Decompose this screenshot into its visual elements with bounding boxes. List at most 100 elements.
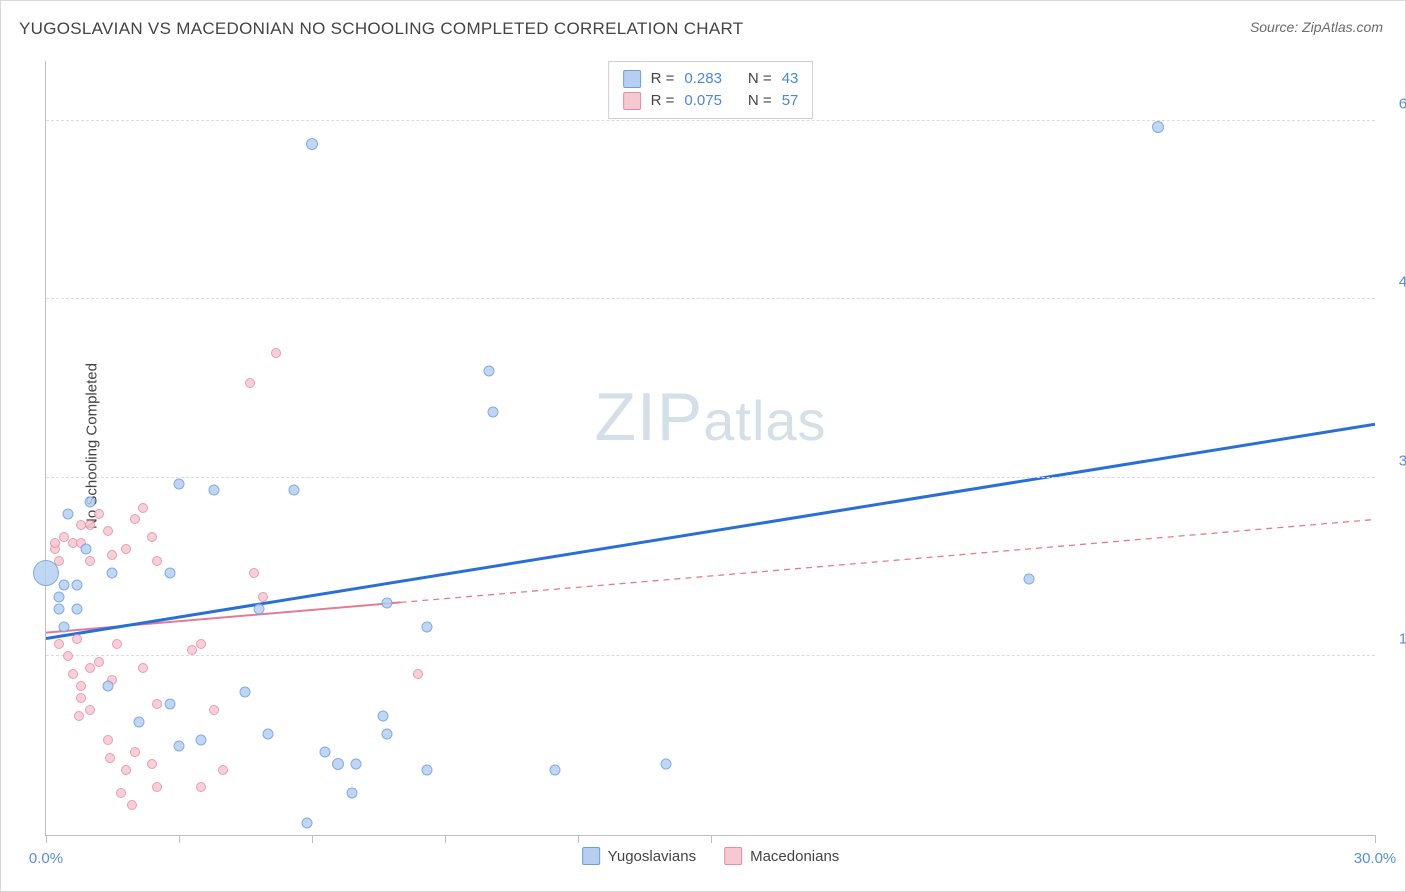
data-point-yugoslavian (351, 758, 362, 769)
data-point-macedonian (130, 747, 140, 757)
data-point-yugoslavian (661, 758, 672, 769)
data-point-yugoslavian (377, 710, 388, 721)
data-point-yugoslavian (33, 560, 59, 586)
data-point-macedonian (76, 693, 86, 703)
data-point-yugoslavian (302, 818, 313, 829)
data-point-yugoslavian (103, 681, 114, 692)
data-point-macedonian (112, 639, 122, 649)
data-point-yugoslavian (80, 544, 91, 555)
data-point-yugoslavian (173, 740, 184, 751)
watermark-rest: atlas (703, 389, 826, 452)
data-point-macedonian (152, 556, 162, 566)
data-point-macedonian (138, 503, 148, 513)
data-point-macedonian (196, 782, 206, 792)
data-point-macedonian (152, 699, 162, 709)
data-point-yugoslavian (262, 728, 273, 739)
source-attribution: Source: ZipAtlas.com (1250, 19, 1383, 35)
legend-label: Yugoslavians (608, 848, 696, 865)
data-point-macedonian (103, 526, 113, 536)
r-value: 0.283 (684, 68, 722, 90)
data-point-yugoslavian (72, 579, 83, 590)
legend-item-macedonians: Macedonians (724, 847, 839, 865)
y-tick-label: 6.0% (1399, 95, 1406, 112)
data-point-macedonian (218, 765, 228, 775)
trend-lines (46, 61, 1375, 835)
data-point-yugoslavian (488, 407, 499, 418)
data-point-macedonian (147, 759, 157, 769)
data-point-macedonian (121, 765, 131, 775)
data-point-yugoslavian (58, 621, 69, 632)
data-point-yugoslavian (54, 603, 65, 614)
x-tick (46, 835, 47, 843)
r-label: R = (651, 90, 675, 112)
data-point-yugoslavian (63, 508, 74, 519)
n-label: N = (748, 68, 772, 90)
data-point-yugoslavian (58, 579, 69, 590)
legend-label: Macedonians (750, 848, 839, 865)
data-point-macedonian (85, 663, 95, 673)
data-point-macedonian (245, 378, 255, 388)
data-point-yugoslavian (346, 788, 357, 799)
data-point-macedonian (209, 705, 219, 715)
data-point-macedonian (130, 514, 140, 524)
watermark: ZIPatlas (594, 378, 826, 456)
data-point-yugoslavian (85, 496, 96, 507)
data-point-yugoslavian (484, 365, 495, 376)
data-point-yugoslavian (382, 597, 393, 608)
gridline (46, 655, 1375, 656)
gridline (46, 477, 1375, 478)
data-point-macedonian (85, 520, 95, 530)
data-point-macedonian (116, 788, 126, 798)
data-point-macedonian (127, 800, 137, 810)
data-point-macedonian (74, 711, 84, 721)
data-point-macedonian (85, 705, 95, 715)
x-tick (711, 835, 712, 843)
watermark-bold: ZIP (594, 379, 703, 455)
data-point-macedonian (68, 669, 78, 679)
gridline (46, 120, 1375, 121)
data-point-macedonian (271, 348, 281, 358)
data-point-macedonian (85, 556, 95, 566)
data-point-yugoslavian (107, 568, 118, 579)
n-label: N = (748, 90, 772, 112)
data-point-yugoslavian (196, 734, 207, 745)
data-point-macedonian (187, 645, 197, 655)
data-point-macedonian (72, 634, 82, 644)
data-point-yugoslavian (240, 687, 251, 698)
chart-title: YUGOSLAVIAN VS MACEDONIAN NO SCHOOLING C… (19, 19, 743, 39)
data-point-yugoslavian (165, 568, 176, 579)
gridline (46, 298, 1375, 299)
data-point-macedonian (50, 538, 60, 548)
swatch-icon (623, 70, 641, 88)
data-point-yugoslavian (421, 764, 432, 775)
legend-item-yugoslavians: Yugoslavians (582, 847, 696, 865)
data-point-yugoslavian (209, 484, 220, 495)
data-point-macedonian (258, 592, 268, 602)
data-point-yugoslavian (320, 746, 331, 757)
data-point-macedonian (94, 657, 104, 667)
data-point-macedonian (103, 735, 113, 745)
n-value: 57 (782, 90, 799, 112)
x-tick-label: 30.0% (1354, 850, 1397, 867)
data-point-macedonian (76, 681, 86, 691)
x-tick (445, 835, 446, 843)
data-point-yugoslavian (1152, 121, 1164, 133)
y-tick-label: 3.0% (1399, 452, 1406, 469)
data-point-yugoslavian (54, 591, 65, 602)
x-tick-label: 0.0% (29, 850, 63, 867)
x-tick (312, 835, 313, 843)
data-point-macedonian (107, 550, 117, 560)
data-point-yugoslavian (173, 478, 184, 489)
data-point-yugoslavian (1024, 574, 1035, 585)
data-point-macedonian (413, 669, 423, 679)
data-point-macedonian (196, 639, 206, 649)
data-point-macedonian (152, 782, 162, 792)
data-point-macedonian (63, 651, 73, 661)
data-point-macedonian (138, 663, 148, 673)
data-point-yugoslavian (134, 716, 145, 727)
swatch-icon (623, 92, 641, 110)
data-point-macedonian (121, 544, 131, 554)
n-value: 43 (782, 68, 799, 90)
plot-area: ZIPatlas R = 0.283 N = 43 R = 0.075 N = … (45, 61, 1375, 836)
swatch-icon (582, 847, 600, 865)
